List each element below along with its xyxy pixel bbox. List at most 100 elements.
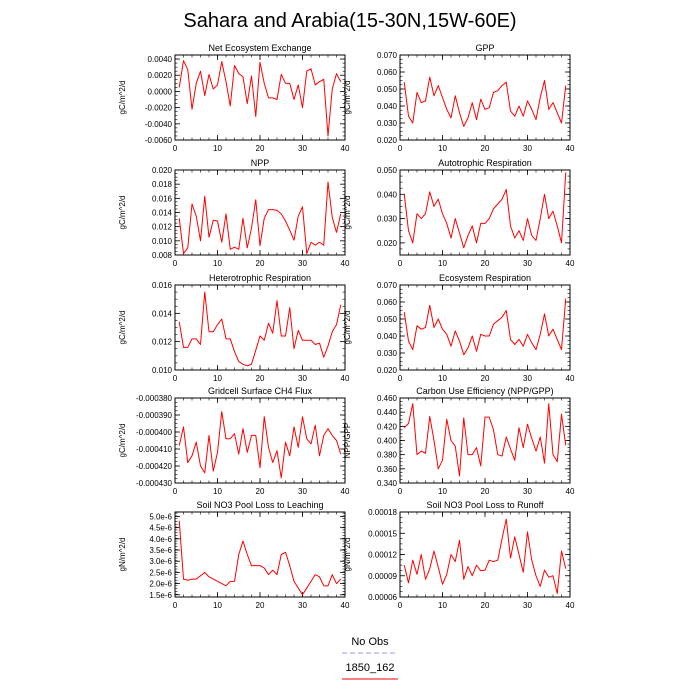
y-axis-label: NPP/GPP	[343, 423, 352, 459]
x-tick-label: 40	[566, 259, 575, 268]
x-tick-label: 10	[213, 487, 222, 496]
x-tick-label: 40	[341, 259, 350, 268]
page-title: Sahara and Arabia(15-30N,15W-60E)	[183, 10, 517, 32]
y-tick-label: 0.0000	[148, 87, 173, 96]
y-tick-label: 0.060	[377, 298, 398, 307]
series-line	[403, 76, 567, 127]
plot-frame	[174, 397, 346, 484]
x-tick-label: 10	[213, 374, 222, 383]
y-tick-label: 2.0e-6	[149, 580, 172, 589]
y-tick-label: 0.040	[377, 190, 398, 199]
y-tick-label: 0.018	[152, 180, 173, 189]
x-tick-label: 0	[173, 144, 178, 153]
x-tick-label: 40	[566, 144, 575, 153]
x-tick-label: 40	[341, 144, 350, 153]
y-tick-label: 0.040	[377, 332, 398, 341]
x-tick-label: 40	[341, 487, 350, 496]
chart-title: Gridcell Surface CH4 Flux	[208, 386, 313, 396]
chart-panel-9: Soil NO3 Pool Loss to Leaching 0 10 20 30 40 1…	[118, 500, 350, 610]
x-tick-label: 40	[566, 487, 575, 496]
y-axis-label: gC/m^2/d	[118, 196, 127, 230]
chart-panel-1: Net Ecosystem Exchange 0 10 20 30 40 -0.0060 -0…	[118, 43, 350, 153]
series-line	[178, 181, 342, 255]
chart-title: Soil NO3 Pool Loss to Leaching	[196, 500, 323, 510]
y-tick-label: 0.030	[377, 119, 398, 128]
chart-panel-4: Autotrophic Respiration 0 10 20 30 40 0.020 0.0…	[343, 158, 575, 268]
x-tick-label: 0	[398, 601, 403, 610]
y-tick-label: 0.020	[377, 366, 398, 375]
x-tick-label: 10	[438, 601, 447, 610]
y-tick-label: 0.040	[377, 102, 398, 111]
series-line	[403, 298, 567, 356]
series-line	[403, 172, 567, 249]
y-tick-label: 3.5e-6	[149, 546, 172, 555]
y-tick-label: 0.014	[152, 309, 173, 318]
x-tick-label: 0	[173, 374, 178, 383]
legend-line-no-obs	[342, 652, 398, 654]
x-tick-label: 10	[213, 601, 222, 610]
plot-frame	[399, 511, 571, 598]
y-tick-label: 0.420	[377, 422, 398, 431]
series-line	[403, 403, 567, 477]
y-tick-label: 0.00015	[368, 529, 397, 538]
y-tick-label: 0.070	[377, 281, 398, 290]
y-tick-label: 0.400	[377, 437, 398, 446]
chart-panel-3: NPP 0 10 20 30 40 0.008 0.010 0.012 0.014 0.016 0.0…	[118, 158, 350, 268]
y-tick-label: 1.5e-6	[149, 591, 172, 600]
y-axis-label: gC/m^2/d	[118, 424, 127, 458]
y-axis-label: gC/m^2/d	[118, 81, 127, 115]
x-tick-label: 30	[523, 374, 532, 383]
x-tick-label: 30	[298, 259, 307, 268]
y-tick-label: -0.000410	[136, 445, 173, 454]
y-tick-label: 4.0e-6	[149, 535, 172, 544]
x-tick-label: 30	[298, 144, 307, 153]
chart-panel-6: Ecosystem Respiration 0 10 20 30 40 0.020 0.030…	[343, 273, 575, 383]
series-line	[403, 518, 567, 594]
chart-panel-8: Carbon Use Efficiency (NPP/GPP) 0 10 20 30 40…	[343, 386, 575, 496]
chart-title: Carbon Use Efficiency (NPP/GPP)	[416, 386, 553, 396]
x-tick-label: 20	[481, 144, 490, 153]
plot-frame	[174, 284, 346, 371]
y-tick-label: 0.010	[152, 237, 173, 246]
x-tick-label: 0	[398, 259, 403, 268]
x-tick-label: 0	[398, 374, 403, 383]
x-tick-label: 20	[256, 601, 265, 610]
y-tick-label: 0.020	[377, 239, 398, 248]
x-tick-label: 30	[298, 374, 307, 383]
y-tick-label: -0.0020	[145, 104, 173, 113]
x-tick-label: 30	[298, 487, 307, 496]
x-tick-label: 10	[438, 487, 447, 496]
y-axis-label: gC/m^2/d	[343, 311, 352, 345]
y-tick-label: -0.0040	[145, 120, 173, 129]
y-tick-label: 5.0e-6	[149, 512, 172, 521]
x-tick-label: 30	[523, 487, 532, 496]
x-tick-label: 30	[523, 144, 532, 153]
x-tick-label: 20	[481, 601, 490, 610]
y-tick-label: -0.000430	[136, 479, 173, 488]
chart-title: GPP	[475, 43, 494, 53]
x-tick-label: 0	[173, 259, 178, 268]
y-axis-label: gN/m^2/d	[343, 538, 352, 572]
x-tick-label: 10	[438, 259, 447, 268]
y-tick-label: 0.440	[377, 408, 398, 417]
y-tick-label: 0.0020	[148, 71, 173, 80]
x-tick-label: 40	[341, 601, 350, 610]
x-tick-label: 20	[481, 374, 490, 383]
x-tick-label: 0	[173, 487, 178, 496]
series-line	[178, 291, 342, 367]
y-tick-label: 0.016	[152, 281, 173, 290]
legend-label-no-obs: No Obs	[351, 636, 389, 648]
y-axis-label: gC/m^2/d	[343, 196, 352, 230]
y-tick-label: 3.0e-6	[149, 557, 172, 566]
x-tick-label: 20	[256, 259, 265, 268]
x-tick-label: 40	[566, 374, 575, 383]
legend-line-1850-162	[342, 678, 398, 680]
chart-title: Net Ecosystem Exchange	[208, 43, 311, 53]
x-tick-label: 20	[481, 487, 490, 496]
plot-frame	[399, 397, 571, 484]
y-tick-label: 0.00009	[368, 572, 397, 581]
y-tick-label: 0.0040	[148, 55, 173, 64]
x-tick-label: 30	[298, 601, 307, 610]
y-tick-label: 0.060	[377, 68, 398, 77]
x-tick-label: 40	[341, 374, 350, 383]
